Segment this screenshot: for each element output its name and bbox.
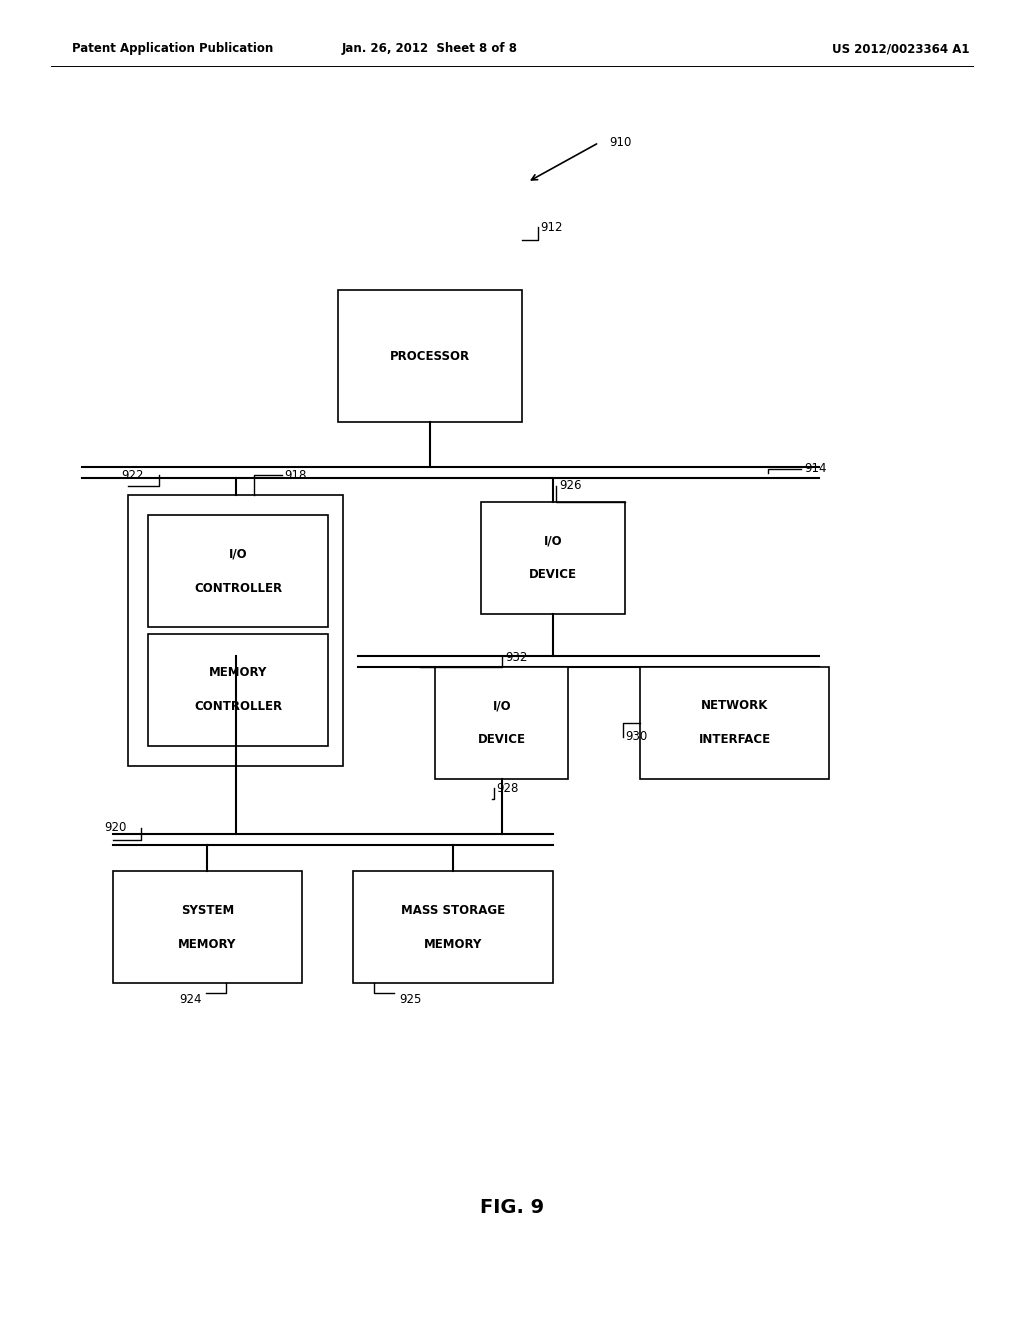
- Text: FIG. 9: FIG. 9: [480, 1199, 544, 1217]
- Text: Patent Application Publication: Patent Application Publication: [72, 42, 273, 55]
- FancyBboxPatch shape: [640, 667, 829, 779]
- Text: 910: 910: [609, 136, 632, 149]
- Text: 928: 928: [497, 781, 519, 795]
- Text: NETWORK: NETWORK: [701, 700, 768, 711]
- Text: SYSTEM: SYSTEM: [180, 904, 234, 916]
- FancyBboxPatch shape: [481, 502, 625, 614]
- FancyBboxPatch shape: [148, 515, 328, 627]
- Text: 932: 932: [505, 651, 527, 664]
- FancyBboxPatch shape: [353, 871, 553, 983]
- Text: 912: 912: [541, 220, 563, 234]
- Text: I/O: I/O: [228, 548, 248, 560]
- Text: MEMORY: MEMORY: [178, 939, 237, 950]
- FancyBboxPatch shape: [148, 634, 328, 746]
- Text: PROCESSOR: PROCESSOR: [390, 350, 470, 363]
- Text: DEVICE: DEVICE: [529, 569, 577, 581]
- Text: I/O: I/O: [493, 700, 511, 711]
- Text: 926: 926: [559, 479, 582, 492]
- Text: 925: 925: [399, 993, 422, 1006]
- Text: MEMORY: MEMORY: [424, 939, 482, 950]
- Text: MEMORY: MEMORY: [209, 667, 267, 678]
- FancyBboxPatch shape: [338, 290, 522, 422]
- Text: INTERFACE: INTERFACE: [698, 734, 771, 746]
- Text: 930: 930: [626, 730, 648, 743]
- Text: 920: 920: [104, 821, 127, 834]
- Text: I/O: I/O: [544, 535, 562, 546]
- Text: Jan. 26, 2012  Sheet 8 of 8: Jan. 26, 2012 Sheet 8 of 8: [342, 42, 518, 55]
- Text: 918: 918: [285, 469, 307, 482]
- Text: MASS STORAGE: MASS STORAGE: [401, 904, 505, 916]
- FancyBboxPatch shape: [128, 495, 343, 766]
- Text: 924: 924: [179, 993, 202, 1006]
- Text: US 2012/0023364 A1: US 2012/0023364 A1: [833, 42, 970, 55]
- Text: 922: 922: [121, 469, 143, 482]
- Text: DEVICE: DEVICE: [478, 734, 525, 746]
- FancyBboxPatch shape: [435, 667, 568, 779]
- Text: 914: 914: [804, 462, 826, 475]
- FancyBboxPatch shape: [113, 871, 302, 983]
- Text: CONTROLLER: CONTROLLER: [194, 701, 283, 713]
- Text: CONTROLLER: CONTROLLER: [194, 582, 283, 594]
